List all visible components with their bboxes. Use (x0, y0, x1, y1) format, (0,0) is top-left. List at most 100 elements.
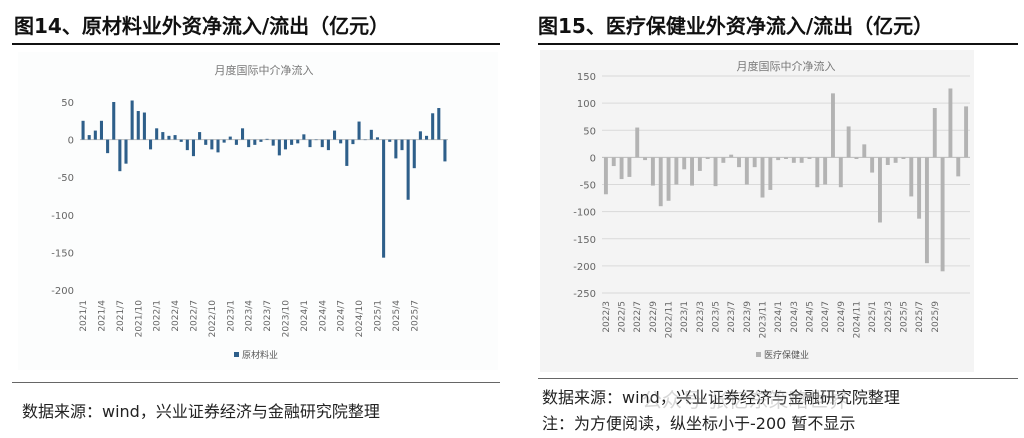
left-bar (149, 139, 153, 150)
right-bar (744, 157, 749, 185)
right-bar (823, 157, 828, 185)
right-title-rule (538, 43, 1018, 45)
right-x-tick-label: 2023/5 (712, 301, 722, 333)
right-bar (682, 157, 687, 170)
right-y-tick-label: 150 (577, 72, 596, 83)
right-x-tick-label: 2024/5 (805, 301, 815, 333)
right-x-tick-label: 2023/11 (759, 301, 769, 338)
left-bar (283, 139, 287, 150)
left-bar (345, 139, 349, 166)
left-bar (198, 132, 202, 140)
left-bar (296, 139, 300, 144)
left-x-tick-label: 2024/1 (300, 300, 310, 332)
right-bar (932, 108, 937, 158)
left-bar (406, 139, 410, 200)
right-bar (831, 93, 835, 158)
right-y-tick-label: -200 (573, 262, 596, 273)
right-bar (674, 157, 679, 185)
left-bar (265, 138, 269, 140)
left-chart: 月度国际中介净流入 50 0 -50 -100 -150 -200 2021/1 2021/4 2… (51, 63, 448, 361)
left-bar (302, 134, 306, 140)
left-bar (228, 136, 232, 140)
right-x-tick-label: 2025/3 (884, 301, 894, 333)
left-bar (167, 135, 171, 140)
left-x-tick-label: 2021/10 (134, 300, 144, 338)
left-bar (179, 139, 183, 142)
right-bar (760, 157, 765, 198)
left-bar (124, 139, 128, 164)
left-bar (222, 139, 226, 143)
left-bar (81, 120, 85, 140)
left-bar (93, 130, 97, 140)
right-bar (956, 157, 961, 177)
left-bar (425, 135, 429, 140)
left-bar (369, 129, 373, 140)
left-x-tick-label: 2023/7 (263, 300, 273, 332)
right-bar (815, 157, 820, 188)
left-bar (290, 139, 294, 145)
left-legend-swatch (234, 352, 239, 357)
left-bar (130, 100, 134, 140)
right-bar (705, 157, 710, 160)
right-y-tick-label: 0 (590, 153, 596, 164)
left-bar (210, 139, 214, 150)
right-legend-swatch (756, 352, 761, 357)
left-x-tick-label: 2024/4 (318, 300, 328, 332)
left-bar (259, 139, 263, 142)
left-y-tick-label: 0 (68, 136, 74, 147)
right-footnote: 注：为方便阅读，纵坐标小于-200 暂不显示 (542, 414, 856, 433)
right-bar (776, 157, 781, 161)
left-bar (357, 121, 361, 140)
left-bar (418, 131, 422, 140)
left-bar (271, 139, 275, 146)
left-figure-title: 图14、原材料业外资净流入/流出（亿元） (14, 14, 390, 38)
left-bottom-rule (12, 382, 500, 383)
left-y-tick-label: 50 (61, 98, 74, 109)
right-y-tick-label: 100 (577, 99, 596, 110)
right-bar (862, 144, 867, 158)
right-x-tick-label: 2022/5 (618, 301, 628, 333)
right-x-tick-label: 2022/7 (633, 301, 643, 333)
right-bar (924, 157, 929, 264)
left-x-tick-label: 2023/1 (226, 300, 236, 332)
right-bar (948, 88, 953, 158)
left-y-tick-label: -200 (51, 286, 74, 297)
right-y-tick-label: -50 (580, 181, 596, 192)
right-bar (627, 157, 632, 177)
left-x-tick-label: 2022/4 (171, 300, 181, 332)
right-bar (690, 157, 694, 186)
right-x-tick-label: 2024/1 (774, 301, 784, 333)
left-bar (87, 135, 91, 140)
right-x-tick-label: 2024/11 (852, 301, 862, 338)
left-bar (204, 139, 208, 145)
right-bar (643, 157, 648, 161)
right-x-tick-label: 2024/7 (821, 301, 831, 333)
right-bar (635, 127, 640, 158)
left-chart-title: 月度国际中介净流入 (215, 63, 314, 77)
right-x-tick-label: 2022/9 (649, 301, 659, 333)
right-bar (870, 157, 875, 173)
right-bar (878, 157, 882, 223)
left-bar (351, 139, 355, 145)
right-bar (940, 157, 945, 272)
left-legend-label: 原材料业 (242, 349, 278, 361)
left-x-tick-label: 2022/1 (153, 300, 163, 332)
right-x-tick-label: 2022/11 (665, 301, 675, 338)
left-x-tick-label: 2021/4 (97, 300, 107, 332)
right-panel: 图15、医疗保健业外资净流入/流出（亿元） 月度国际中介净流入 150 100 50 0… (518, 0, 1024, 438)
right-x-tick-label: 2023/9 (743, 301, 753, 333)
left-bar (136, 111, 140, 140)
right-x-tick-label: 2022/3 (602, 301, 612, 333)
left-bar (382, 139, 386, 258)
right-chart-title: 月度国际中介净流入 (737, 59, 836, 73)
left-title-rule (12, 43, 500, 45)
right-bar (768, 157, 773, 190)
right-bar (909, 157, 914, 197)
right-bar (721, 157, 726, 163)
left-bar (443, 139, 447, 162)
left-x-tick-label: 2024/10 (355, 300, 365, 338)
left-y-tick-label: -50 (58, 173, 74, 184)
left-x-tick-label: 2021/1 (79, 300, 89, 332)
right-bar (619, 157, 624, 180)
left-bar (388, 139, 392, 142)
